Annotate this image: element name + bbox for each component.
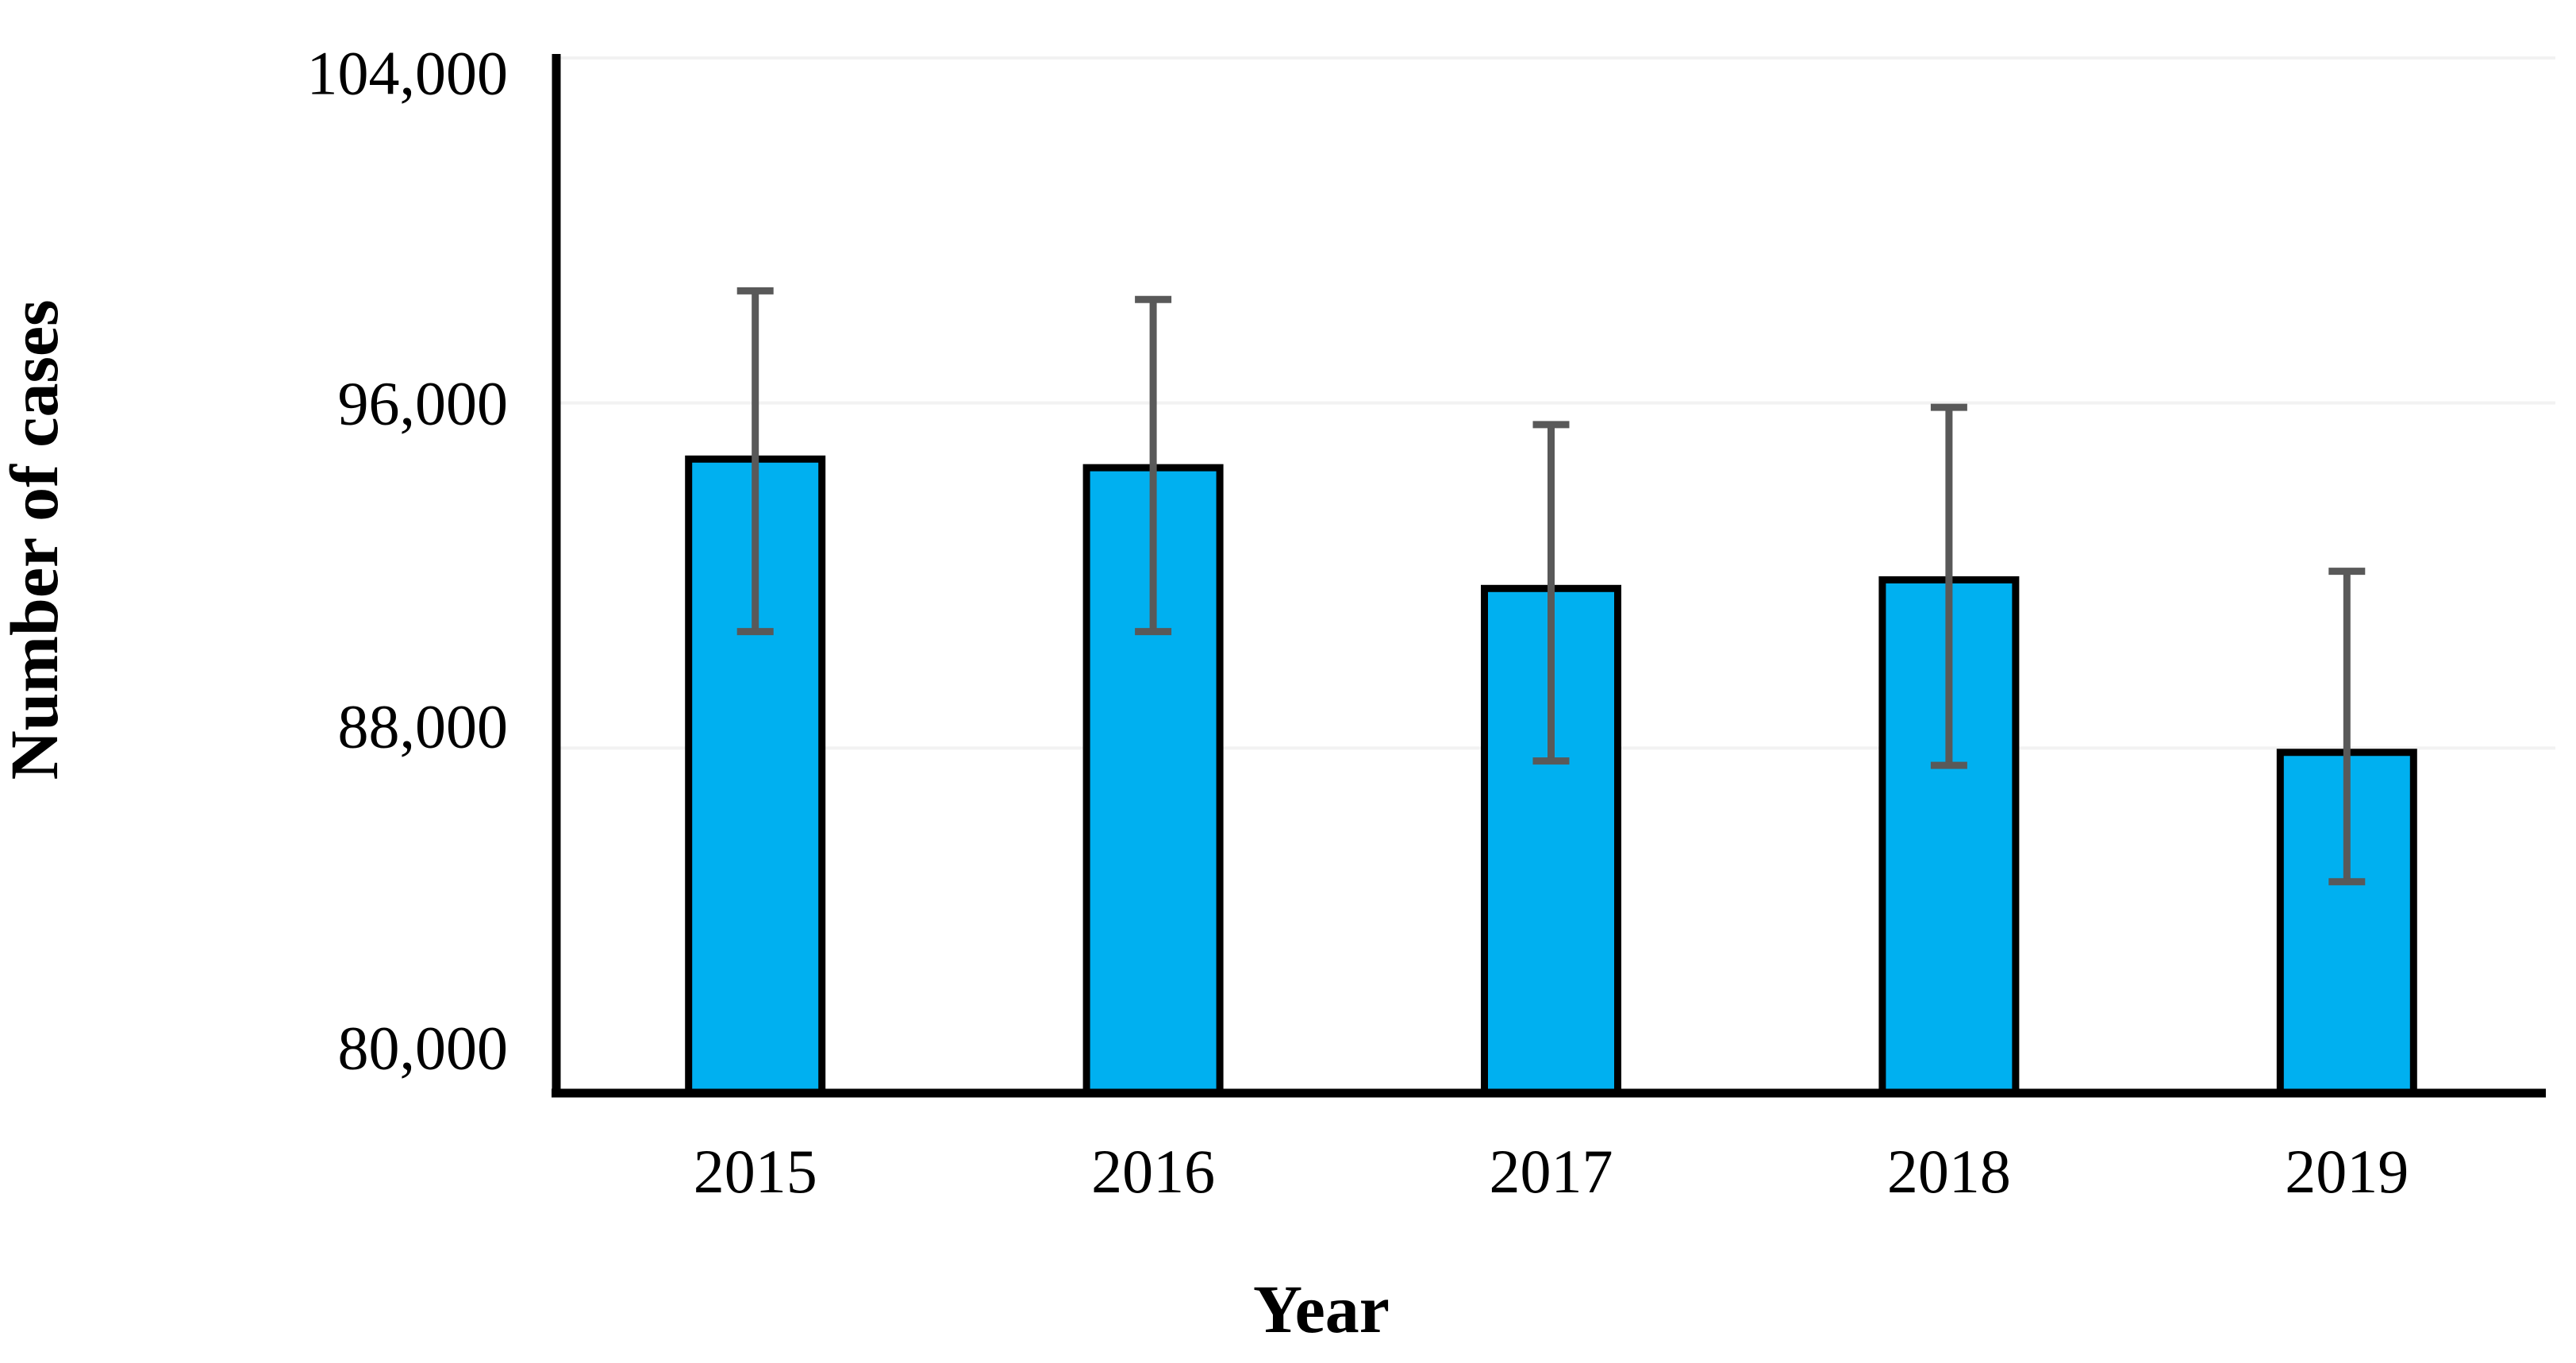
x-tick-label-2019: 2019 xyxy=(2285,1137,2409,1206)
error-bars-group xyxy=(736,287,2366,886)
y-tick-label-80000: 80,000 xyxy=(338,1014,509,1083)
x-axis-title: Year xyxy=(1253,1271,1390,1347)
y-axis-tick-labels: 80,000 88,000 96,000 104,000 xyxy=(307,39,509,1083)
x-tick-label-2017: 2017 xyxy=(1490,1137,1613,1206)
x-axis-tick-labels: 2015 2016 2017 2018 2019 xyxy=(694,1137,2409,1206)
y-tick-label-104000: 104,000 xyxy=(307,39,509,108)
x-tick-label-2018: 2018 xyxy=(1887,1137,2011,1206)
x-tick-label-2016: 2016 xyxy=(1091,1137,1215,1206)
y-axis-title: Number of cases xyxy=(0,299,72,780)
y-tick-label-96000: 96,000 xyxy=(338,369,509,438)
x-tick-label-2015: 2015 xyxy=(694,1137,817,1206)
y-tick-label-88000: 88,000 xyxy=(338,692,509,761)
